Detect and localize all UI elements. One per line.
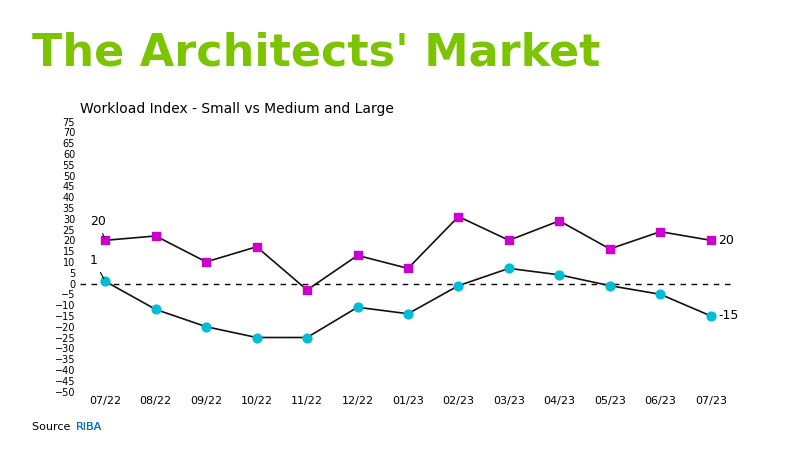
Point	[704, 312, 717, 319]
Text: RIBA: RIBA	[76, 422, 102, 432]
Text: 1: 1	[90, 254, 104, 279]
Text: The Architects' Market: The Architects' Market	[32, 32, 600, 75]
Point	[452, 282, 465, 289]
Point	[452, 213, 465, 220]
Point	[351, 252, 364, 259]
Text: 20: 20	[718, 234, 734, 247]
Point	[250, 243, 263, 250]
Point	[301, 334, 314, 341]
Point	[603, 245, 616, 252]
Text: 20: 20	[90, 215, 106, 238]
Point	[553, 217, 566, 225]
Point	[250, 334, 263, 341]
Point	[351, 304, 364, 311]
Text: Source: Source	[32, 422, 74, 432]
Point	[654, 291, 666, 298]
Point	[654, 228, 666, 235]
Point	[603, 282, 616, 289]
Point	[99, 278, 112, 285]
Point	[502, 265, 515, 272]
Point	[99, 237, 112, 244]
Text: RIBA: RIBA	[76, 422, 102, 432]
Text: -15: -15	[718, 310, 738, 322]
Point	[502, 237, 515, 244]
Point	[301, 286, 314, 293]
Point	[200, 258, 213, 265]
Point	[704, 237, 717, 244]
Point	[150, 232, 162, 239]
Point	[200, 323, 213, 330]
Legend: Small (1 to 10), Medium and Large (11+): Small (1 to 10), Medium and Large (11+)	[224, 446, 592, 450]
Point	[402, 310, 414, 317]
Point	[553, 271, 566, 279]
Point	[402, 265, 414, 272]
Text: Workload Index - Small vs Medium and Large: Workload Index - Small vs Medium and Lar…	[80, 102, 394, 116]
Point	[150, 306, 162, 313]
